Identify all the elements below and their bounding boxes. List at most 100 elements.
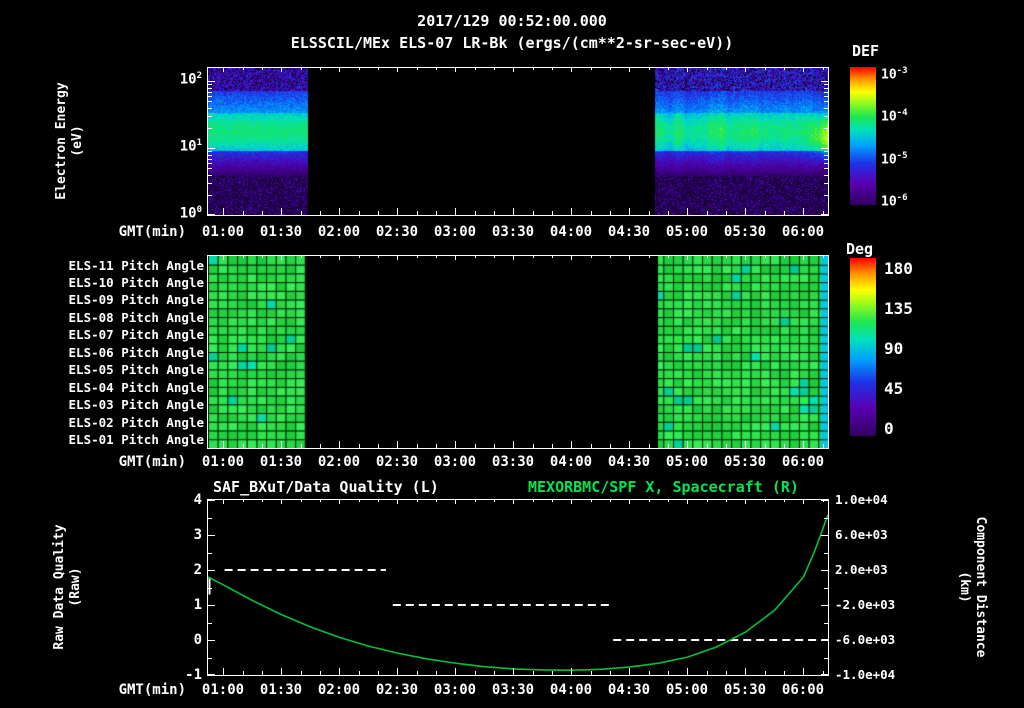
axis-tick [208,674,215,675]
axis-tick [208,148,215,149]
axis-tick [821,81,828,82]
axis-tick [668,444,669,448]
energy-ytick-label: 101 [179,138,202,155]
axis-tick [707,211,708,215]
axis-tick [223,668,224,675]
axis-tick [417,500,418,502]
axis-tick [821,605,828,606]
left-series-title: SAF_BXuT/Data Quality (L) [213,478,439,496]
axis-tick [824,195,828,196]
axis-tick [824,96,828,97]
axis-tick [765,671,766,675]
time-tick-label: 04:00 [549,682,593,698]
energy-axis-label-line1: Electron Energy [54,82,69,200]
axis-tick [436,500,437,502]
pitch-row-label: ELS-05 Pitch Angle [68,362,204,377]
axis-tick [824,101,828,102]
axis-tick [378,211,379,215]
axis-tick [610,211,611,215]
deg-colorbar-title: Deg [846,240,874,258]
axis-tick [208,163,212,164]
pitch-row-label: ELS-03 Pitch Angle [68,397,204,412]
axis-tick [707,500,708,502]
energy-axis-label-line2: (eV) [70,125,85,157]
pitch-row-label: ELS-09 Pitch Angle [68,292,204,307]
time-tick-label: 03:30 [491,224,535,240]
axis-tick [687,68,688,72]
axis-tick [803,500,804,504]
axis-tick [726,671,727,675]
axis-tick [591,500,592,502]
pitch-row-label: ELS-06 Pitch Angle [68,345,204,360]
axis-tick [301,68,302,70]
distance-tick-label: -1.0e+04 [835,667,896,682]
pitch-row-label: ELS-04 Pitch Angle [68,380,204,395]
axis-tick [378,256,379,258]
time-tick-label: 04:00 [549,454,593,470]
time-tick-label: 03:00 [433,224,477,240]
axis-tick [494,444,495,448]
time-tick-label: 06:00 [781,682,825,698]
axis-tick [765,500,766,502]
pitch-row-label: ELS-08 Pitch Angle [68,310,204,325]
axis-tick [223,441,224,448]
axis-tick [378,68,379,70]
axis-tick [262,256,263,258]
axis-tick [649,671,650,675]
axis-tick [824,168,828,169]
axis-tick [821,535,828,536]
axis-tick [243,256,244,258]
time-tick-label: 03:00 [433,682,477,698]
axis-tick [262,211,263,215]
axis-tick [533,444,534,448]
distance-tick-label: 6.0e+03 [835,527,888,542]
axis-tick [436,444,437,448]
time-tick-label: 05:00 [665,682,709,698]
axis-tick [784,671,785,675]
axis-tick [533,671,534,675]
axis-tick [823,256,824,258]
axis-tick [552,68,553,70]
axis-tick [629,68,630,72]
time-tick-label: 01:00 [201,682,245,698]
axis-tick [262,500,263,502]
axis-tick [591,256,592,258]
axis-tick [552,444,553,448]
quality-tick-label: 4 [193,492,202,508]
time-tick-label: 01:00 [201,454,245,470]
time-tick-label: 02:00 [317,682,361,698]
axis-tick [803,68,804,72]
axis-tick [301,256,302,258]
axis-tick [455,441,456,448]
axis-tick [339,68,340,72]
axis-tick [513,256,514,260]
axis-tick [455,68,456,72]
axis-tick [301,444,302,448]
axis-tick [533,500,534,502]
time-tick-label: 01:30 [259,454,303,470]
axis-tick [281,256,282,260]
axis-tick [629,256,630,260]
axis-tick [571,256,572,260]
axis-tick [223,208,224,215]
axis-tick [533,211,534,215]
axis-tick [208,640,215,641]
axis-tick [378,671,379,675]
time-tick-label: 04:30 [607,224,651,240]
time-tick-label: 06:00 [781,224,825,240]
axis-tick [455,256,456,260]
axis-tick [824,88,828,89]
distance-axis-label-line1: Component Distance [973,516,988,658]
distance-axis-label: Component Distance (km) [956,412,988,708]
distance-tick-label: -2.0e+03 [835,597,896,612]
axis-tick [339,441,340,448]
pitch-angle-panel [207,255,829,449]
axis-tick [745,256,746,260]
axis-tick [208,535,215,536]
time-tick-label: 05:30 [723,682,767,698]
axis-tick [824,623,828,624]
time-tick-label: 03:00 [433,454,477,470]
quality-axis-label-line1: Raw Data Quality [52,524,67,650]
axis-tick [824,658,828,659]
distance-tick-label: -6.0e+03 [835,632,896,647]
